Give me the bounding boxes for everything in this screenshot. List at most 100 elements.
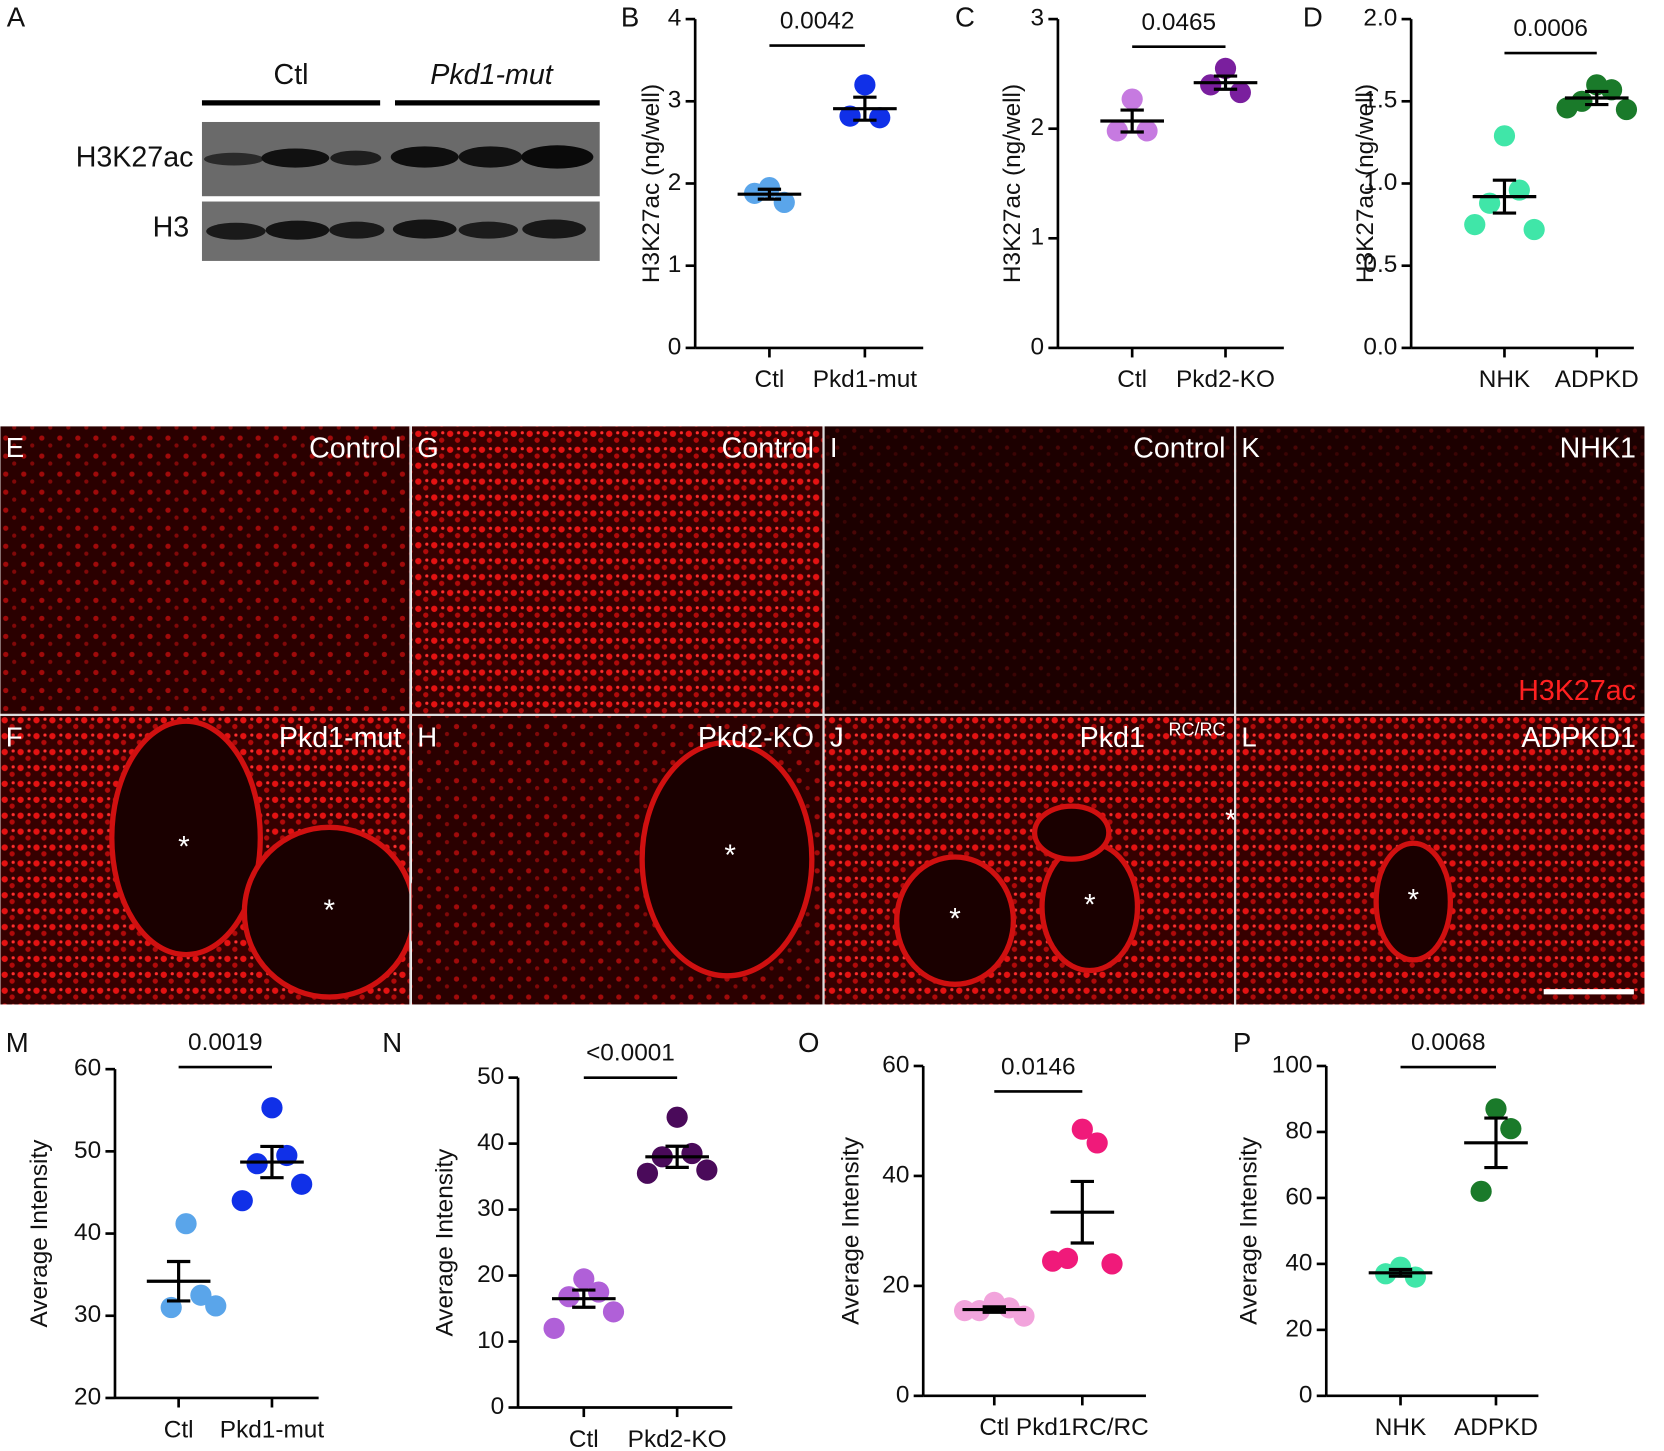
band — [390, 146, 459, 168]
data-point — [1600, 79, 1623, 101]
band — [265, 220, 330, 240]
error-bar — [1213, 74, 1238, 91]
data-point — [190, 1284, 212, 1306]
panel-letter: B — [621, 1, 639, 32]
data-point — [1042, 1250, 1064, 1272]
micrograph — [411, 426, 823, 714]
y-tick-label: 1.5 — [1363, 87, 1397, 114]
x-tick-label: ADPKD — [1555, 366, 1639, 393]
band — [458, 146, 523, 168]
y-axis-label: Average Intensity — [1235, 1136, 1262, 1325]
cyst-asterisk: * — [1407, 883, 1419, 916]
y-tick-label: 30 — [74, 1301, 101, 1328]
data-point — [636, 1162, 659, 1184]
panel-letter: G — [417, 432, 438, 463]
error-bar — [757, 187, 782, 201]
cyst-asterisk: * — [323, 894, 335, 927]
micrograph — [824, 426, 1234, 714]
x-tick-label: NHK — [1375, 1414, 1426, 1441]
y-tick-label: 40 — [74, 1219, 101, 1246]
y-tick-label: 0 — [896, 1381, 910, 1408]
p-value: <0.0001 — [586, 1040, 675, 1067]
micrograph-label: NHK1 — [1560, 432, 1636, 464]
cyst-asterisk: * — [949, 903, 961, 936]
micrograph-label: Control — [309, 432, 401, 464]
band — [261, 148, 330, 168]
error-bar — [260, 1144, 284, 1180]
error-bar — [1388, 1267, 1413, 1278]
p-value: 0.0042 — [780, 8, 855, 35]
data-point — [869, 107, 891, 129]
y-axis-label: Average Intensity — [431, 1148, 458, 1337]
y-tick-label: 0.5 — [1363, 251, 1397, 278]
data-point — [175, 1213, 197, 1235]
data-point — [1106, 120, 1128, 142]
panel-letter: O — [798, 1027, 819, 1058]
x-tick-label: Pkd2-KO — [1176, 366, 1275, 393]
p-value: 0.0146 — [1001, 1054, 1076, 1081]
cyst — [1031, 803, 1112, 862]
panel-letter: P — [1233, 1027, 1251, 1058]
error-bar — [982, 1305, 1006, 1314]
panel-letter: I — [830, 432, 838, 463]
data-point — [773, 191, 795, 214]
data-point — [246, 1153, 268, 1175]
blot-group-label: Pkd1-mut — [430, 59, 554, 91]
panel-letter: K — [1241, 432, 1260, 463]
x-tick-label: Ctl — [979, 1414, 1009, 1441]
y-tick-label: 20 — [477, 1261, 504, 1288]
data-point — [1493, 125, 1516, 147]
panel-letter: F — [6, 722, 23, 753]
error-bar — [853, 95, 877, 122]
y-tick-label: 0 — [491, 1393, 505, 1420]
data-point — [573, 1268, 595, 1290]
cyst-asterisk: * — [178, 830, 190, 863]
cyst-asterisk: * — [724, 839, 736, 872]
cyst — [109, 718, 263, 958]
western-blot: A Ctl Pkd1-mut H3K27ac H3 — [7, 1, 600, 261]
data-point — [1464, 213, 1486, 236]
panel-letter: H — [417, 722, 437, 753]
y-tick-label: 2.0 — [1363, 5, 1397, 32]
data-point — [1121, 88, 1143, 110]
cyst — [1373, 840, 1454, 963]
data-point — [291, 1173, 313, 1195]
x-tick-label: Ctl — [755, 366, 785, 393]
y-axis-label: Average Intensity — [838, 1136, 865, 1325]
band — [522, 219, 586, 239]
y-tick-label: 0 — [1299, 1381, 1313, 1408]
band — [521, 145, 594, 169]
x-tick-label: Pkd1-mut — [813, 366, 918, 393]
p-value: 0.0006 — [1513, 15, 1588, 42]
micrograph-label: Control — [1133, 432, 1225, 464]
y-tick-label: 30 — [477, 1195, 504, 1222]
y-axis-label: H3K27ac (ng/well) — [638, 84, 665, 283]
y-tick-label: 40 — [1285, 1249, 1312, 1276]
data-point — [1086, 1132, 1108, 1154]
band — [206, 222, 266, 240]
band — [329, 221, 385, 239]
data-point — [666, 1106, 688, 1128]
panel-letter: C — [955, 1, 975, 32]
data-point — [1470, 1180, 1492, 1202]
data-point — [1500, 1118, 1522, 1140]
data-point — [854, 74, 876, 96]
panel-letter: A — [7, 1, 26, 32]
y-tick-label: 1.0 — [1363, 169, 1397, 196]
y-tick-label: 60 — [74, 1055, 101, 1082]
y-tick-label: 60 — [882, 1051, 909, 1078]
y-tick-label: 20 — [882, 1271, 909, 1298]
micrograph — [1236, 426, 1645, 714]
y-tick-label: 20 — [74, 1383, 101, 1410]
band — [458, 221, 519, 239]
blot-group-label: Ctl — [274, 59, 309, 91]
x-tick-label: ADPKD — [1454, 1414, 1538, 1441]
y-tick-label: 3 — [1031, 5, 1045, 32]
y-tick-label: 100 — [1272, 1051, 1313, 1078]
data-point — [696, 1159, 718, 1181]
p-value: 0.0019 — [188, 1029, 263, 1056]
data-point — [231, 1190, 253, 1212]
data-point — [1556, 97, 1578, 119]
data-point — [1214, 57, 1237, 80]
